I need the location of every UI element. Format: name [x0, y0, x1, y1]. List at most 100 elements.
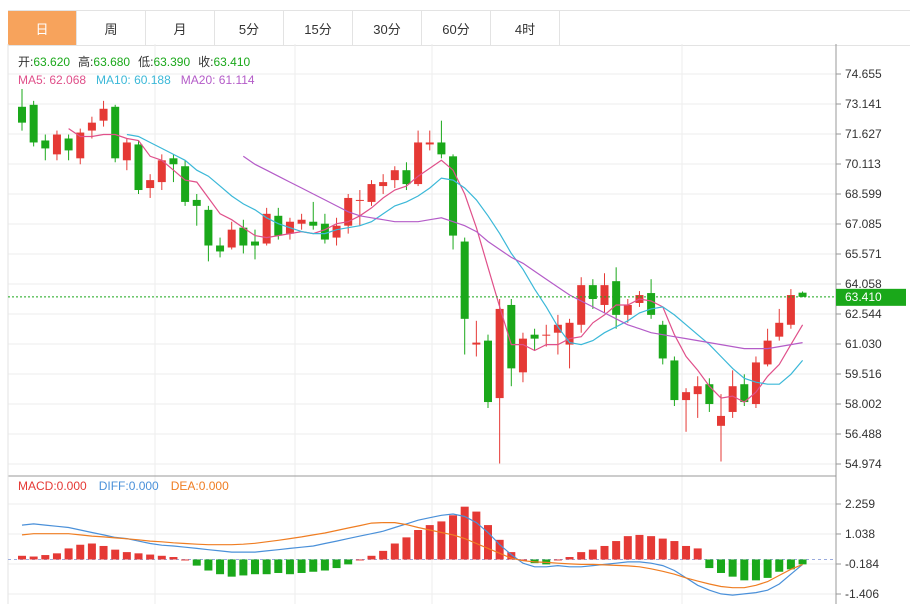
- high-label: 高:: [78, 54, 93, 69]
- macd-bar: [518, 559, 527, 561]
- candle: [134, 140, 143, 194]
- candle-body: [600, 285, 609, 305]
- candle-body: [274, 215, 283, 236]
- macd-histogram: [8, 506, 836, 581]
- candle-body: [157, 160, 166, 183]
- candle: [553, 314, 562, 355]
- macd-bar: [414, 530, 423, 560]
- candle: [670, 356, 679, 407]
- candle-body: [647, 293, 656, 315]
- macd-bar: [169, 557, 178, 560]
- candle-body: [99, 108, 108, 121]
- candle: [798, 291, 807, 298]
- candle-body: [705, 384, 714, 405]
- candle-body: [612, 281, 621, 315]
- candle-body: [402, 170, 411, 185]
- low-label: 低:: [138, 55, 153, 69]
- macd-bar: [344, 559, 353, 565]
- chart-grid: [8, 44, 836, 604]
- tab-4hour[interactable]: 4时: [491, 11, 560, 45]
- macd-axis: 2.259 1.038 -0.184 -1.406: [836, 497, 879, 601]
- candle: [111, 104, 120, 163]
- candle-body: [367, 184, 376, 202]
- candle-body: [414, 142, 423, 185]
- candle: [332, 217, 341, 246]
- candle-body: [460, 241, 469, 319]
- macd-bar: [367, 555, 376, 560]
- candle-body: [111, 106, 120, 159]
- macd-bar: [507, 552, 516, 560]
- candle: [192, 193, 201, 226]
- candle-body: [682, 392, 691, 401]
- candle-body: [495, 308, 504, 399]
- candle-body: [251, 241, 259, 246]
- candle: [565, 318, 574, 369]
- candle-body: [449, 156, 458, 236]
- candle-body: [309, 221, 318, 226]
- macd-bar: [425, 525, 434, 560]
- macd-bar: [647, 536, 656, 560]
- macd-bar: [204, 559, 213, 571]
- candle: [530, 328, 539, 351]
- macd-bar: [740, 559, 749, 581]
- candle-body: [52, 134, 61, 155]
- candle: [122, 138, 131, 171]
- candle: [495, 299, 504, 464]
- y-tick-label: 68.599: [845, 187, 882, 201]
- candle: [647, 279, 656, 319]
- diff-legend-item: DIFF:0.000: [99, 479, 159, 493]
- macd-bar: [600, 545, 609, 560]
- ma10-line: [126, 133, 804, 385]
- candle-body: [181, 166, 190, 202]
- y-tick-label: 58.002: [845, 397, 882, 411]
- y-tick-label: 71.627: [845, 127, 882, 141]
- candle: [204, 205, 213, 262]
- y-tick-label: 65.571: [845, 247, 882, 261]
- candle-body: [518, 338, 527, 373]
- dea-line: [21, 522, 803, 589]
- macd-bar: [705, 559, 714, 569]
- macd-bar: [332, 559, 341, 569]
- candle: [763, 328, 772, 367]
- candle: [379, 174, 388, 194]
- candle: [425, 130, 434, 151]
- candle-body: [484, 340, 492, 403]
- candle-body: [670, 360, 679, 401]
- macd-bar: [449, 515, 458, 560]
- candle: [705, 378, 714, 412]
- tab-15min[interactable]: 15分: [284, 11, 353, 45]
- candle-body: [41, 140, 50, 149]
- tab-month[interactable]: 月: [146, 11, 215, 45]
- macd-bar: [41, 555, 50, 560]
- open-label: 开:: [18, 55, 33, 69]
- candle-body: [204, 209, 213, 246]
- candle: [786, 289, 795, 329]
- macd-tick-label: 2.259: [845, 497, 875, 511]
- candle-body: [64, 138, 73, 151]
- macd-bar: [274, 559, 283, 573]
- y-tick-label: 67.085: [845, 217, 882, 231]
- candle: [309, 201, 318, 230]
- macd-bar: [111, 549, 120, 560]
- tab-week[interactable]: 周: [77, 11, 146, 45]
- candle-body: [216, 245, 225, 252]
- candle: [41, 134, 50, 161]
- tab-30min[interactable]: 30分: [353, 11, 422, 45]
- tab-5min[interactable]: 5分: [215, 11, 284, 45]
- tab-60min[interactable]: 60分: [422, 11, 491, 45]
- candle: [227, 221, 236, 250]
- candle: [29, 100, 38, 147]
- last-price-tag-text: 63.410: [845, 290, 882, 304]
- y-tick-label: 64.058: [845, 277, 882, 291]
- tab-day[interactable]: 日: [8, 11, 77, 45]
- macd-bar: [320, 559, 329, 571]
- y-tick-label: 59.516: [845, 367, 882, 381]
- candle-body: [192, 199, 201, 206]
- ma-legend: MA5: 62.068 MA10: 60.188 MA20: 61.114: [18, 73, 255, 87]
- candle: [577, 277, 586, 333]
- y-tick-label: 61.030: [845, 337, 882, 351]
- macd-bar: [786, 559, 795, 570]
